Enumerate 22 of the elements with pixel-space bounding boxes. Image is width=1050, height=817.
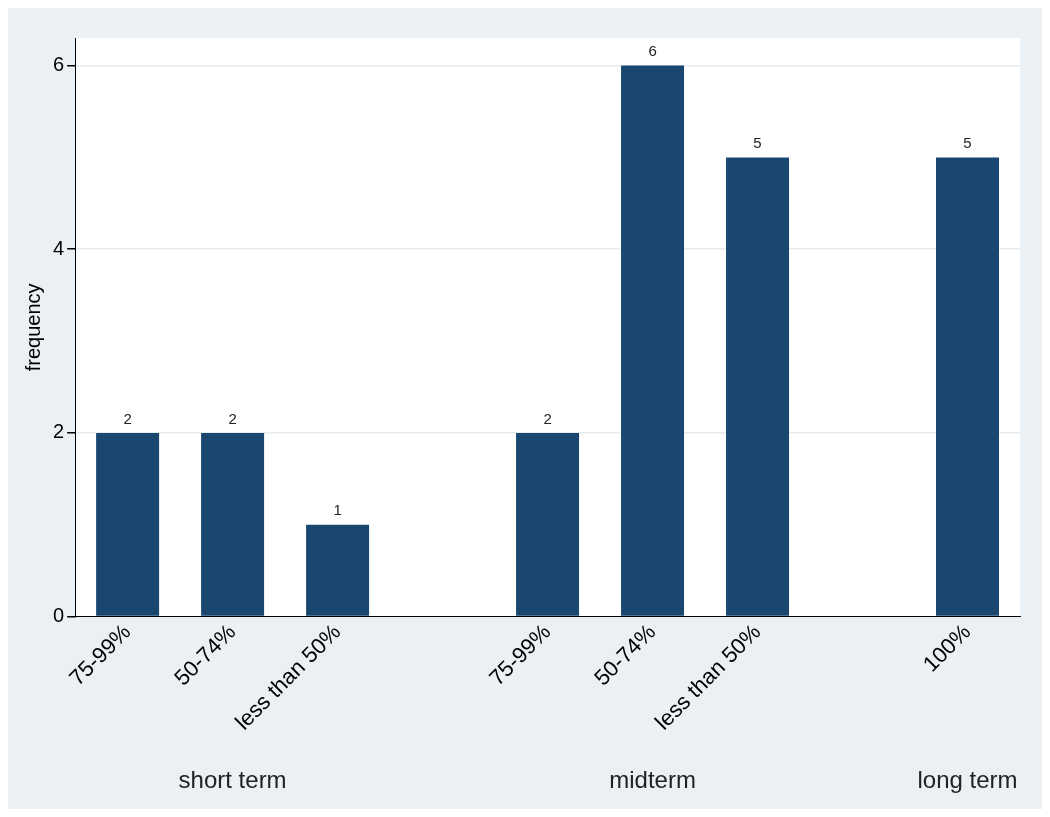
bar bbox=[201, 432, 265, 616]
bar bbox=[516, 432, 580, 616]
bar bbox=[726, 157, 790, 616]
text: short term bbox=[178, 765, 287, 793]
bar bbox=[936, 157, 999, 616]
data-label: 5 bbox=[753, 134, 762, 152]
data-label: 2 bbox=[228, 409, 237, 427]
bar bbox=[96, 432, 160, 616]
data-label: 1 bbox=[333, 501, 342, 519]
data-label: 2 bbox=[123, 409, 132, 427]
text: long term bbox=[917, 765, 1018, 793]
y-axis-title: frequency bbox=[21, 283, 44, 372]
y-tick-label: 4 bbox=[53, 236, 65, 259]
data-label: 2 bbox=[543, 409, 552, 427]
y-tick-label: 0 bbox=[53, 604, 65, 627]
y-tick-label: 6 bbox=[53, 53, 65, 76]
data-label: 5 bbox=[963, 134, 972, 152]
bar bbox=[621, 65, 685, 616]
data-label: 6 bbox=[648, 42, 657, 60]
y-tick-label: 2 bbox=[53, 420, 65, 443]
text: midterm bbox=[609, 765, 696, 793]
bar bbox=[306, 524, 370, 616]
